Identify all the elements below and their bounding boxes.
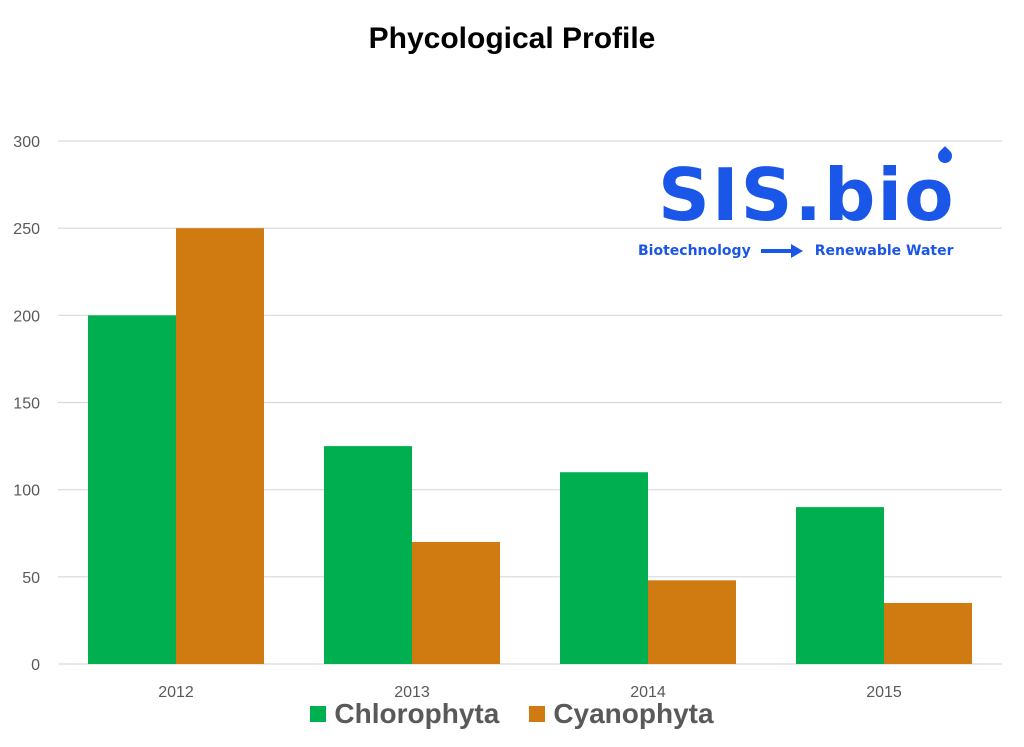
x-axis-ticks: 2012 2013 2014 2015 bbox=[158, 684, 902, 701]
legend-label: Chlorophyta bbox=[334, 698, 500, 729]
legend-label: Cyanophyta bbox=[553, 698, 714, 729]
x-tick-label: 2014 bbox=[630, 684, 666, 701]
x-tick-label: 2013 bbox=[394, 684, 430, 701]
bar-chlorophyta-2014 bbox=[560, 472, 648, 664]
chart-title: Phycological Profile bbox=[368, 22, 656, 55]
bar-cyanophyta-2012 bbox=[176, 228, 264, 664]
logo-wordmark: SIS.bio bbox=[658, 153, 956, 237]
logo-tag-left: Biotechnology bbox=[638, 243, 751, 259]
y-tick-label: 0 bbox=[31, 657, 40, 674]
legend-item-cyanophyta: Cyanophyta bbox=[529, 698, 714, 730]
legend: Chlorophyta Cyanophyta bbox=[0, 698, 1024, 730]
y-tick-label: 250 bbox=[13, 221, 40, 238]
x-tick-label: 2012 bbox=[158, 684, 194, 701]
bar-chlorophyta-2012 bbox=[88, 315, 176, 664]
bar-chlorophyta-2013 bbox=[324, 446, 412, 664]
sis-bio-logo: SIS.bio Biotechnology Renewable Water bbox=[636, 146, 1006, 270]
logo-tag-right: Renewable Water bbox=[814, 243, 954, 259]
bar-cyanophyta-2014 bbox=[648, 580, 736, 664]
legend-item-chlorophyta: Chlorophyta bbox=[310, 698, 499, 730]
logo-tagline: Biotechnology Renewable Water bbox=[638, 243, 998, 259]
legend-swatch bbox=[529, 706, 546, 722]
x-tick-label: 2015 bbox=[866, 684, 902, 701]
y-tick-label: 150 bbox=[13, 396, 40, 413]
y-tick-label: 200 bbox=[13, 308, 40, 325]
y-tick-label: 300 bbox=[13, 134, 40, 151]
y-tick-label: 50 bbox=[22, 570, 40, 587]
bar-chlorophyta-2015 bbox=[796, 507, 884, 664]
bar-cyanophyta-2015 bbox=[884, 602, 972, 664]
bar-cyanophyta-2013 bbox=[412, 541, 500, 664]
y-tick-label: 100 bbox=[13, 483, 40, 500]
legend-swatch bbox=[310, 706, 327, 722]
arrow-right-icon bbox=[760, 244, 805, 258]
bars bbox=[88, 228, 972, 664]
y-axis-ticks: 0 50 100 150 200 250 300 bbox=[13, 134, 40, 674]
